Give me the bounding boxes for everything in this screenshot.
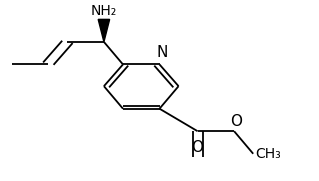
Text: NH₂: NH₂ xyxy=(91,4,117,18)
Polygon shape xyxy=(98,19,110,42)
Text: N: N xyxy=(157,45,168,60)
Text: O: O xyxy=(192,140,204,155)
Text: CH₃: CH₃ xyxy=(255,147,280,161)
Text: O: O xyxy=(230,114,242,129)
